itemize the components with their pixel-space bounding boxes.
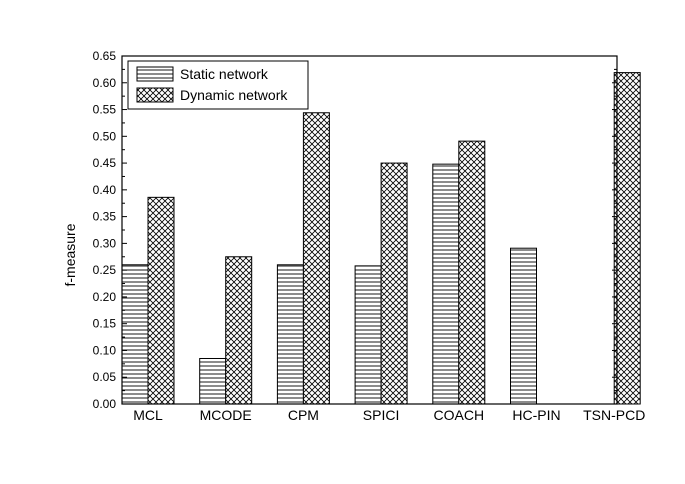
bar-static-coach bbox=[432, 163, 460, 405]
y-tick-label: 0.25 bbox=[93, 263, 117, 277]
x-category-label: SPICI bbox=[363, 407, 400, 423]
bars-group bbox=[121, 72, 641, 405]
y-tick-label: 0.45 bbox=[93, 156, 117, 170]
bar-dynamic-spici bbox=[380, 162, 408, 405]
bar-dynamic-cpm bbox=[302, 112, 330, 405]
bar-dynamic-tsn-pcd bbox=[613, 72, 641, 405]
y-tick-label: 0.55 bbox=[93, 103, 117, 117]
legend-swatch-dynamic bbox=[136, 87, 174, 103]
legend-label-static: Static network bbox=[180, 66, 269, 82]
x-category-label: HC-PIN bbox=[512, 407, 560, 423]
y-tick-label: 0.05 bbox=[93, 370, 117, 384]
legend-label-dynamic: Dynamic network bbox=[180, 87, 288, 103]
legend: Static network Dynamic network bbox=[127, 60, 309, 110]
y-tick-label: 0.00 bbox=[93, 397, 117, 411]
bar-static-mcode bbox=[199, 357, 227, 405]
y-axis-title: f-measure bbox=[62, 223, 78, 286]
y-tick-label: 0.20 bbox=[93, 290, 117, 304]
y-tick-label: 0.40 bbox=[93, 183, 117, 197]
y-tick-label: 0.15 bbox=[93, 317, 117, 331]
y-axis-ticks: 0.00 0.05 0.10 0.15 0.20 0.25 0.30 0.35 0.40 0.45… bbox=[93, 49, 617, 411]
legend-swatch-static bbox=[136, 66, 174, 82]
x-category-label: MCL bbox=[133, 407, 163, 423]
bar-dynamic-mcode bbox=[225, 256, 253, 405]
y-tick-label: 0.10 bbox=[93, 343, 117, 357]
x-category-label: MCODE bbox=[200, 407, 252, 423]
x-axis-labels: MCL MCODE CPM SPICI COACH HC-PIN TSN-PCD bbox=[133, 407, 645, 423]
y-tick-label: 0.35 bbox=[93, 210, 117, 224]
x-category-label: COACH bbox=[434, 407, 485, 423]
bar-dynamic-mcl bbox=[147, 196, 175, 405]
x-category-label: TSN-PCD bbox=[583, 407, 645, 423]
bar-dynamic-coach bbox=[458, 140, 486, 405]
bar-static-spici bbox=[354, 265, 382, 405]
y-tick-label: 0.30 bbox=[93, 236, 117, 250]
y-tick-label: 0.60 bbox=[93, 76, 117, 90]
y-tick-label: 0.50 bbox=[93, 129, 117, 143]
y-tick-label: 0.65 bbox=[93, 49, 117, 63]
bar-static-cpm bbox=[276, 264, 304, 405]
x-category-label: CPM bbox=[288, 407, 319, 423]
bar-static-hc-pin bbox=[510, 247, 537, 405]
bar-static-mcl bbox=[121, 264, 149, 405]
